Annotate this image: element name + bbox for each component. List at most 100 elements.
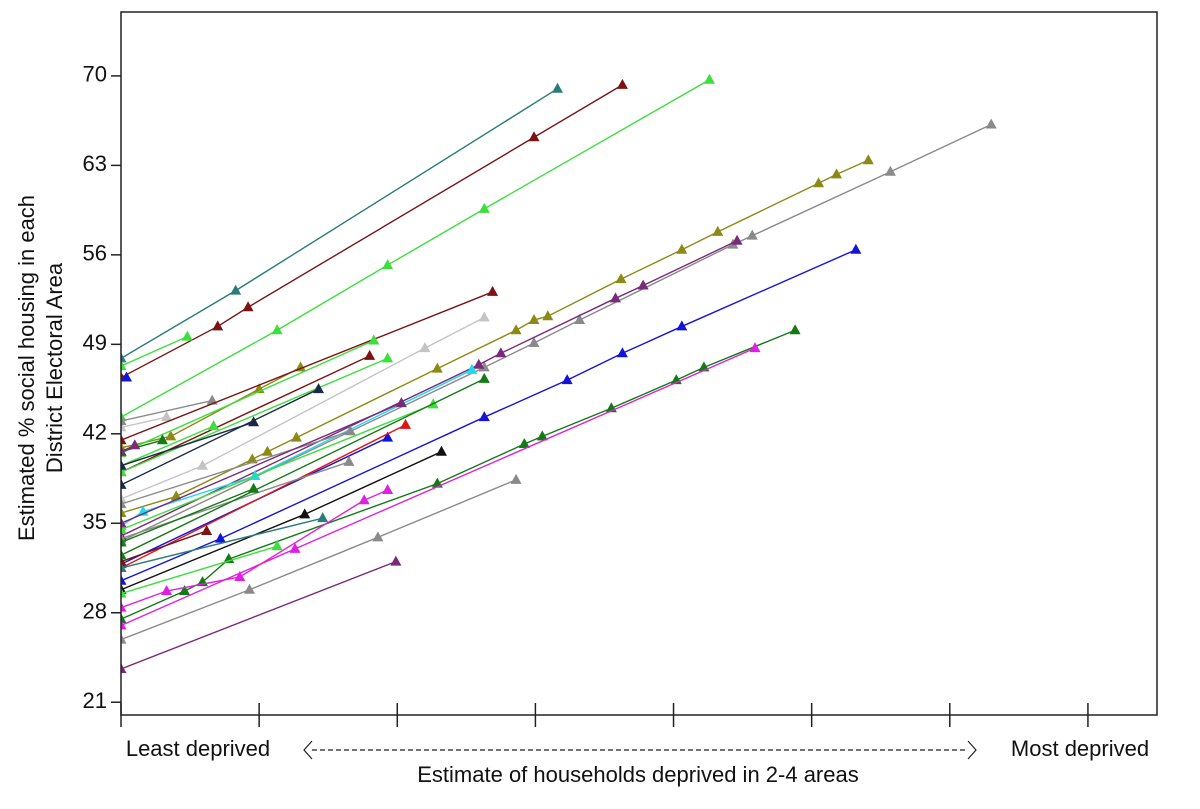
point-marker (510, 473, 522, 484)
series-line (121, 402, 402, 524)
point-marker (343, 455, 355, 466)
point-marker (528, 337, 540, 348)
point-marker (985, 118, 997, 129)
point-marker (234, 570, 246, 581)
plot-area (121, 73, 997, 673)
series-line (121, 388, 319, 486)
series-line (121, 240, 738, 537)
point-marker (789, 324, 801, 335)
point-marker (495, 347, 507, 358)
point-marker (248, 482, 260, 493)
point-marker (208, 420, 220, 431)
point-marker (552, 82, 564, 93)
series-line (121, 479, 517, 641)
point-marker (676, 243, 688, 254)
series-line (121, 425, 214, 467)
point-marker (831, 168, 843, 179)
point-marker (615, 273, 627, 284)
point-marker (165, 430, 177, 441)
y-tick-label: 70 (83, 62, 107, 87)
point-marker (214, 532, 226, 543)
point-marker (616, 78, 628, 89)
point-marker (518, 438, 530, 449)
y-tick-label: 63 (83, 151, 107, 176)
point-marker (121, 619, 127, 630)
point-marker (478, 411, 490, 422)
point-marker (121, 498, 127, 509)
point-marker (271, 540, 283, 551)
point-marker (431, 362, 443, 373)
series-line (121, 339, 375, 454)
point-marker (382, 259, 394, 270)
point-marker (271, 324, 283, 335)
point-marker (478, 372, 490, 383)
axes: 21 28 35 42 49 56 63 70 (83, 62, 1089, 727)
point-marker (358, 494, 370, 505)
plot-frame (120, 11, 1158, 716)
point-marker (478, 202, 490, 213)
point-marker (121, 434, 127, 445)
point-marker (390, 555, 402, 566)
point-marker (400, 418, 412, 429)
point-marker (712, 225, 724, 236)
point-marker (121, 478, 127, 489)
point-marker (703, 73, 715, 84)
point-marker (196, 459, 208, 470)
point-marker (179, 585, 191, 596)
point-marker (121, 633, 127, 644)
point-marker (121, 459, 127, 470)
series-line (121, 421, 254, 467)
point-marker (561, 374, 573, 385)
y-tick-label: 28 (83, 599, 107, 624)
point-marker (610, 292, 622, 303)
series-line (121, 357, 388, 473)
point-marker (317, 512, 329, 523)
series-line (121, 430, 351, 505)
point-marker (121, 360, 127, 371)
series-line (121, 560, 397, 670)
y-axis-label: District Electoral Area (42, 262, 67, 473)
point-marker (299, 508, 311, 519)
point-marker (121, 507, 127, 518)
point-marker (382, 484, 394, 495)
point-marker (364, 349, 376, 360)
x-axis-label: Estimate of households deprived in 2-4 a… (417, 762, 858, 787)
point-marker (313, 383, 325, 394)
point-marker (637, 279, 649, 290)
point-marker (181, 330, 193, 341)
point-marker (542, 310, 554, 321)
point-marker (344, 425, 356, 436)
point-marker (129, 439, 141, 450)
direction-arrow (303, 740, 977, 760)
series-line (121, 545, 278, 595)
point-marker (487, 285, 499, 296)
series-line (121, 488, 254, 544)
point-marker (731, 234, 743, 245)
point-marker (121, 601, 127, 612)
point-marker (161, 411, 173, 422)
point-marker (478, 311, 490, 322)
point-marker (261, 445, 273, 456)
point-marker (289, 542, 301, 553)
point-marker (201, 524, 213, 535)
point-marker (243, 583, 255, 594)
point-marker (676, 320, 688, 331)
point-marker (290, 431, 302, 442)
y-axis-label: Estimated % social housing in each (14, 195, 39, 541)
point-marker (536, 430, 548, 441)
point-marker (121, 662, 127, 673)
series-line (121, 517, 323, 569)
point-marker (419, 342, 431, 353)
point-marker (395, 397, 407, 408)
series-line (121, 403, 434, 531)
point-marker (813, 177, 825, 188)
point-marker (435, 445, 447, 456)
point-marker (850, 243, 862, 254)
x-left-label: Least deprived (126, 736, 270, 761)
point-marker (295, 361, 307, 372)
y-tick-label: 49 (83, 330, 107, 355)
point-marker (862, 154, 874, 165)
point-marker (884, 165, 896, 176)
point-marker (161, 585, 173, 596)
